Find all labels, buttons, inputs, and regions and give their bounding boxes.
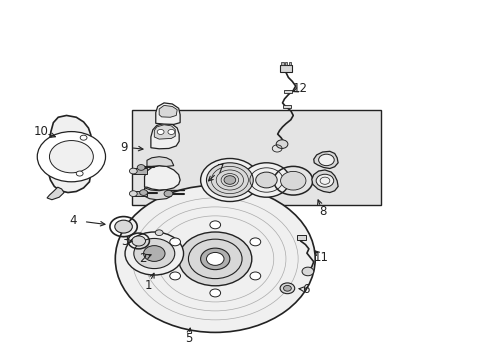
Circle shape [76, 171, 83, 176]
Text: 3: 3 [121, 235, 128, 248]
Circle shape [169, 272, 180, 280]
Circle shape [200, 248, 229, 270]
Polygon shape [159, 105, 177, 117]
Text: 12: 12 [292, 82, 307, 95]
Circle shape [209, 289, 220, 297]
Circle shape [206, 252, 224, 265]
Circle shape [169, 238, 180, 246]
Polygon shape [144, 188, 171, 200]
Circle shape [249, 238, 260, 246]
Circle shape [140, 190, 147, 195]
Polygon shape [46, 116, 91, 193]
Text: 4: 4 [69, 214, 77, 227]
Bar [132, 110, 380, 205]
Circle shape [115, 220, 132, 233]
Circle shape [283, 285, 291, 291]
Text: 9: 9 [120, 140, 127, 153]
Circle shape [134, 238, 174, 269]
Circle shape [49, 140, 93, 173]
Circle shape [200, 158, 259, 202]
Circle shape [80, 135, 87, 140]
Circle shape [37, 132, 105, 182]
Polygon shape [147, 157, 173, 166]
Circle shape [280, 171, 305, 190]
Polygon shape [47, 187, 64, 200]
Circle shape [157, 130, 163, 134]
Bar [283, 90, 292, 93]
Circle shape [167, 130, 174, 134]
Circle shape [302, 267, 313, 276]
Bar [282, 105, 291, 108]
Circle shape [280, 283, 294, 294]
Circle shape [163, 190, 172, 197]
Circle shape [249, 272, 260, 280]
Circle shape [129, 168, 137, 174]
Circle shape [178, 232, 251, 286]
Bar [279, 64, 291, 72]
Circle shape [209, 221, 220, 229]
Circle shape [255, 172, 277, 188]
Polygon shape [313, 151, 337, 168]
Text: 10: 10 [33, 125, 48, 138]
Text: 7: 7 [217, 163, 224, 176]
Polygon shape [154, 125, 175, 139]
Text: 5: 5 [184, 332, 192, 345]
Polygon shape [151, 123, 179, 149]
Bar [288, 62, 291, 64]
Text: 2: 2 [139, 252, 146, 265]
Circle shape [206, 163, 253, 197]
Polygon shape [156, 103, 180, 125]
Circle shape [243, 163, 289, 197]
Bar [133, 191, 147, 197]
Bar [297, 235, 305, 240]
Polygon shape [144, 166, 180, 190]
Circle shape [155, 230, 163, 235]
Circle shape [276, 140, 287, 148]
Circle shape [143, 246, 164, 261]
Bar [133, 168, 147, 174]
Circle shape [125, 232, 183, 275]
Text: 11: 11 [313, 251, 328, 264]
Polygon shape [311, 170, 337, 193]
Circle shape [188, 239, 242, 279]
Circle shape [224, 176, 235, 184]
Circle shape [129, 191, 137, 197]
Circle shape [137, 165, 145, 170]
Circle shape [132, 236, 145, 246]
Bar [285, 62, 287, 64]
Text: 6: 6 [301, 283, 308, 296]
Bar [281, 62, 283, 64]
Circle shape [316, 174, 333, 187]
Text: 1: 1 [144, 279, 151, 292]
Circle shape [115, 185, 315, 332]
Circle shape [318, 154, 333, 166]
Text: 8: 8 [318, 205, 325, 218]
